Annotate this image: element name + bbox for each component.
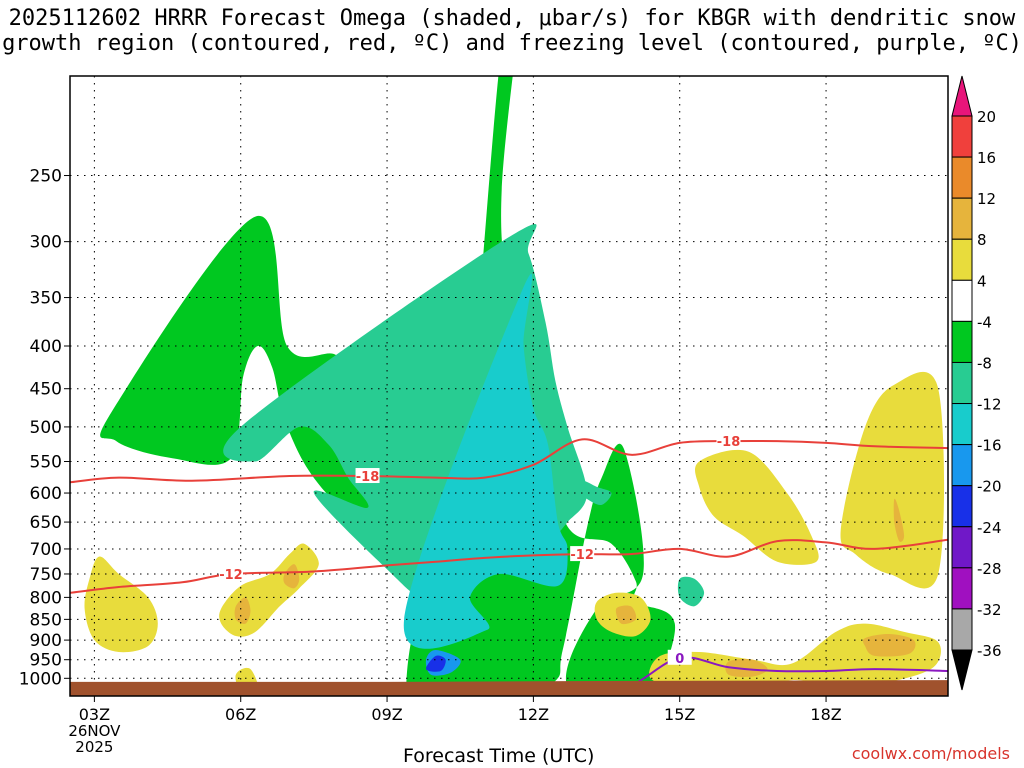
credit-text: coolwx.com/models <box>851 744 1010 763</box>
colorbar-label: 8 <box>977 231 987 249</box>
y-tick-label: 500 <box>30 418 62 438</box>
colorbar-top-triangle <box>951 75 973 117</box>
colorbar-label: -24 <box>977 519 1002 537</box>
omega-region-8 <box>862 633 916 657</box>
dgz-contour-minus12-label: -12 <box>570 548 594 563</box>
colorbar-segment <box>951 444 973 487</box>
omega-shading <box>84 76 945 696</box>
colorbar-label: -16 <box>977 437 1002 455</box>
x-tick-sublabel: 2025 <box>75 738 113 756</box>
colorbar-segment <box>951 526 973 569</box>
colorbar-segment <box>951 320 973 363</box>
y-tick-label: 900 <box>30 631 62 651</box>
colorbar-label: 12 <box>977 190 996 208</box>
chart-title-line-1: 2025112602 HRRR Forecast Omega (shaded, … <box>8 6 1016 31</box>
colorbar-label: -28 <box>977 560 1002 578</box>
dgz-contour-minus12-label-bg <box>218 565 243 581</box>
colorbar: 20 16 12 8 4 -4 -8 -12 -16 -20 -24 -28 -32 -36 <box>951 75 1002 691</box>
y-tick-label: 700 <box>30 540 62 560</box>
omega-region-4 <box>695 449 819 565</box>
y-tick-label: 600 <box>30 484 62 504</box>
colorbar-segment <box>951 156 973 199</box>
colorbar-segment <box>951 361 973 405</box>
colorbar-segment <box>951 279 973 322</box>
colorbar-segment <box>951 238 973 281</box>
omega-region--20 <box>426 655 446 672</box>
y-tick-label: 350 <box>30 289 62 309</box>
x-tick-sublabel: 26NOV <box>68 722 121 740</box>
plot-frame <box>69 75 949 697</box>
omega-region-8 <box>725 659 768 677</box>
colorbar-label: -20 <box>977 478 1002 496</box>
dgz-contour-minus12-label-bg <box>570 546 595 562</box>
y-tick-label: 800 <box>30 588 62 608</box>
x-axis-label: Forecast Time (UTC) <box>403 745 595 767</box>
x-tick-label: 09Z <box>371 705 402 724</box>
x-tick-label: 06Z <box>225 705 256 724</box>
y-tick-label: 650 <box>30 513 62 533</box>
omega-region-4 <box>840 371 945 589</box>
y-tick-label: 750 <box>30 565 62 585</box>
omega-region-8 <box>234 597 251 624</box>
chart-title-line-2: growth region (contoured, red, ºC) and f… <box>2 31 1022 56</box>
colorbar-segment <box>951 403 973 446</box>
omega-region-4 <box>84 556 158 653</box>
contours: -18 -18 -12 -12 0 <box>70 433 948 696</box>
colorbar-label: -32 <box>977 601 1002 619</box>
dgz-contour-minus18 <box>70 438 948 484</box>
colorbar-label: -36 <box>977 642 1002 660</box>
omega-region--8 <box>677 576 705 607</box>
omega-region-8 <box>893 498 905 542</box>
freezing-level-contour-label-bg <box>667 649 692 665</box>
dgz-contour-minus18-label: -18 <box>356 470 380 485</box>
colorbar-label: 4 <box>977 272 987 290</box>
dgz-contour-minus18-label: -18 <box>717 435 741 450</box>
colorbar-label: 16 <box>977 149 996 167</box>
dgz-contour-minus18-label-bg <box>716 433 741 449</box>
colorbar-label: 20 <box>977 108 996 126</box>
colorbar-bottom-triangle <box>951 649 973 691</box>
y-axis: 2503003504004505005506006507007508008509… <box>19 167 70 689</box>
x-tick-label: 12Z <box>518 705 549 724</box>
colorbar-segment <box>951 485 973 528</box>
y-tick-label: 950 <box>30 651 62 671</box>
terrain-fill <box>70 680 948 696</box>
colorbar-label: -4 <box>977 313 992 331</box>
y-tick-label: 300 <box>30 233 62 253</box>
dgz-contour-minus12-label: -12 <box>219 568 243 583</box>
x-tick-label: 18Z <box>810 705 841 724</box>
x-tick-label: 15Z <box>664 705 695 724</box>
colorbar-segment <box>951 608 973 651</box>
terrain <box>70 680 948 696</box>
omega-region-8 <box>283 564 300 589</box>
omega-region--8 <box>577 480 612 506</box>
y-tick-label: 250 <box>30 167 62 187</box>
y-tick-label: 400 <box>30 337 62 357</box>
x-tick-label: 03Z <box>79 705 110 724</box>
freezing-level-contour-label: 0 <box>675 652 684 667</box>
colorbar-label: -8 <box>977 354 992 372</box>
colorbar-label: -12 <box>977 396 1002 414</box>
y-tick-label: 1000 <box>19 669 62 689</box>
y-tick-label: 850 <box>30 610 62 630</box>
colorbar-segment <box>951 115 973 158</box>
colorbar-segment <box>951 197 973 240</box>
y-tick-label: 550 <box>30 452 62 472</box>
freezing-level-contour <box>572 656 948 696</box>
dgz-contour-minus18-label-bg <box>355 468 380 484</box>
colorbar-segment <box>951 567 973 610</box>
y-tick-label: 450 <box>30 380 62 400</box>
dgz-contour-minus12 <box>70 538 948 594</box>
